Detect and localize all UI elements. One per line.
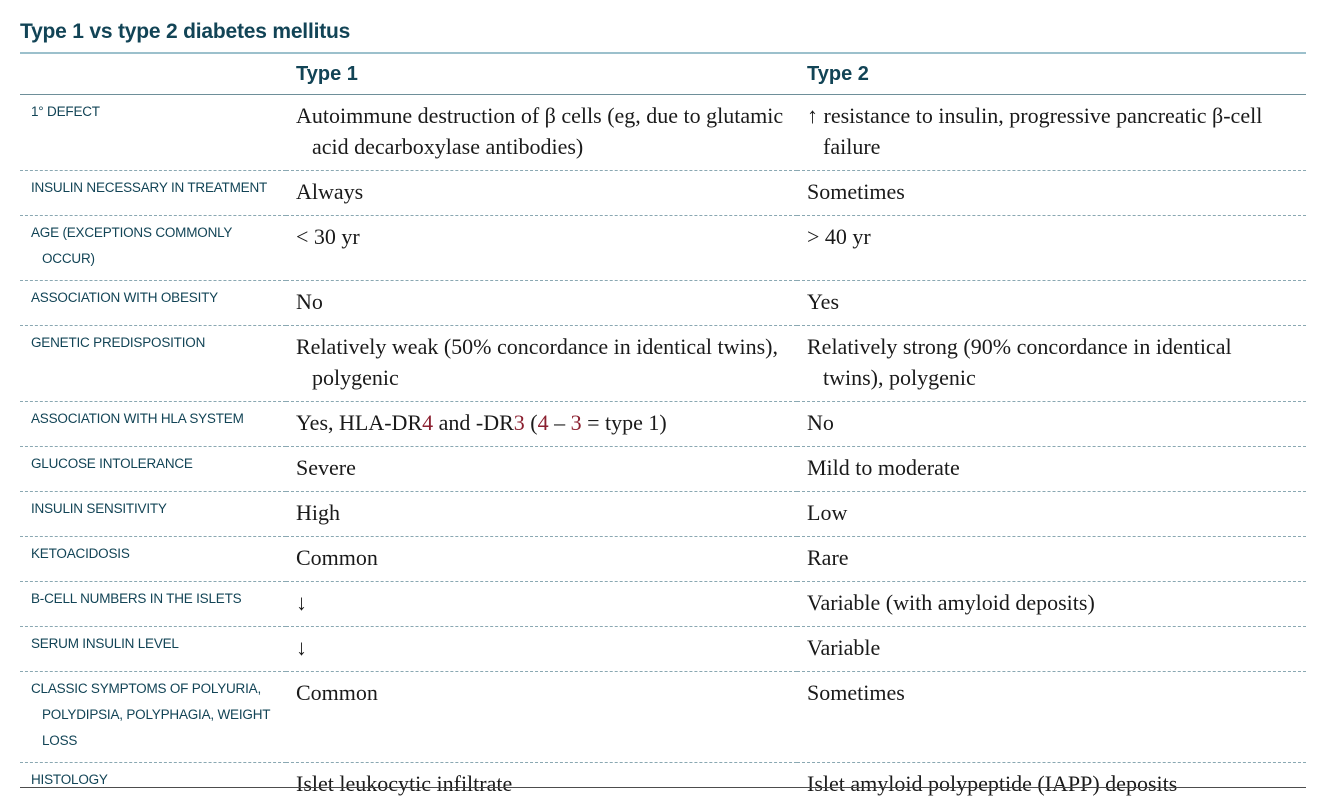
- row-label: Glucose intolerance: [20, 446, 286, 492]
- type2-cell: Variable (with amyloid deposits): [797, 581, 1306, 627]
- row-label: Insulin necessary in treatment: [20, 170, 286, 216]
- row-label: Histology: [31, 772, 108, 787]
- table-row: Ketoacidosis Common Rare: [20, 536, 1306, 582]
- table-row: Age (exceptions commonly occur) < 30 yr …: [20, 215, 1306, 281]
- table-row: Association with obesity No Yes: [20, 280, 1306, 326]
- header-type-2: Type 2: [797, 54, 1306, 95]
- header-row: Type 1 Type 2: [20, 54, 1306, 95]
- table-row: Insulin sensitivity High Low: [20, 491, 1306, 537]
- type2-cell: Relatively strong (90% concordance in id…: [797, 325, 1306, 402]
- down-arrow-icon: ↓: [296, 590, 307, 615]
- table-row: β-cell numbers in the islets ↓ Variable …: [20, 581, 1306, 627]
- table-row: Glucose intolerance Severe Mild to moder…: [20, 446, 1306, 492]
- row-label: Age (exceptions commonly occur): [20, 215, 286, 281]
- row-label: Association with obesity: [20, 280, 286, 326]
- table-row: Genetic predisposition Relatively weak (…: [20, 325, 1306, 402]
- type1-cell: ↓: [286, 626, 797, 672]
- title-divider: [20, 52, 1306, 54]
- row-label: Insulin sensitivity: [20, 491, 286, 537]
- row-label: Ketoacidosis: [20, 536, 286, 582]
- type2-cell: ↑ resistance to insulin, progressive pan…: [797, 94, 1306, 171]
- mnemonic-four: 4: [537, 410, 549, 435]
- type2-cell: > 40 yr: [797, 215, 1306, 281]
- type1-cell: Yes, HLA-DR4 and -DR3 (4 – 3 = type 1): [286, 401, 797, 447]
- down-arrow-icon: ↓: [296, 635, 307, 660]
- type1-cell: Always: [286, 170, 797, 216]
- type1-cell: Islet leukocytic infiltrate: [296, 771, 513, 796]
- row-label: Genetic predisposition: [20, 325, 286, 402]
- comparison-table: Type 1 Type 2 1° defect Autoimmune destr…: [20, 54, 1306, 802]
- type2-cell: Mild to moderate: [797, 446, 1306, 492]
- type1-cell: < 30 yr: [286, 215, 797, 281]
- row-label: Serum insulin level: [20, 626, 286, 672]
- type1-cell: High: [286, 491, 797, 537]
- type1-cell: Common: [286, 536, 797, 582]
- type1-cell: Common: [286, 671, 797, 763]
- row-label: 1° defect: [20, 94, 286, 171]
- header-blank: [20, 54, 286, 95]
- row-label: Association with HLA system: [20, 401, 286, 447]
- type1-cell: Severe: [286, 446, 797, 492]
- table-row: Serum insulin level ↓ Variable: [20, 626, 1306, 672]
- type1-cell: ↓: [286, 581, 797, 627]
- type2-cell: Yes: [797, 280, 1306, 326]
- type1-cell: Relatively weak (50% concordance in iden…: [286, 325, 797, 402]
- mnemonic-three: 3: [570, 410, 582, 435]
- hla-dr4-number: 4: [422, 410, 434, 435]
- type1-cell: No: [286, 280, 797, 326]
- type2-cell: Rare: [797, 536, 1306, 582]
- type2-cell: Variable: [797, 626, 1306, 672]
- table-row: Classic symptoms of polyuria, polydipsia…: [20, 671, 1306, 763]
- table-row: Histology Islet leukocytic infiltrate Is…: [20, 763, 1306, 802]
- type2-cell: Sometimes: [797, 170, 1306, 216]
- hla-dr3-number: 3: [513, 410, 525, 435]
- type2-cell: Sometimes: [797, 671, 1306, 763]
- type2-cell: Low: [797, 491, 1306, 537]
- bottom-divider: [20, 787, 1306, 788]
- type1-cell: Autoimmune destruction of β cells (eg, d…: [286, 94, 797, 171]
- row-label: Classic symptoms of polyuria, polydipsia…: [20, 671, 286, 763]
- table-row: Association with HLA system Yes, HLA-DR4…: [20, 401, 1306, 447]
- table-row: Insulin necessary in treatment Always So…: [20, 170, 1306, 216]
- type2-cell: No: [797, 401, 1306, 447]
- table-row: 1° defect Autoimmune destruction of β ce…: [20, 94, 1306, 171]
- row-label: β-cell numbers in the islets: [20, 581, 286, 627]
- header-type-1: Type 1: [286, 54, 797, 95]
- table-title: Type 1 vs type 2 diabetes mellitus: [20, 20, 351, 43]
- type2-cell: Islet amyloid polypeptide (IAPP) deposit…: [807, 771, 1178, 796]
